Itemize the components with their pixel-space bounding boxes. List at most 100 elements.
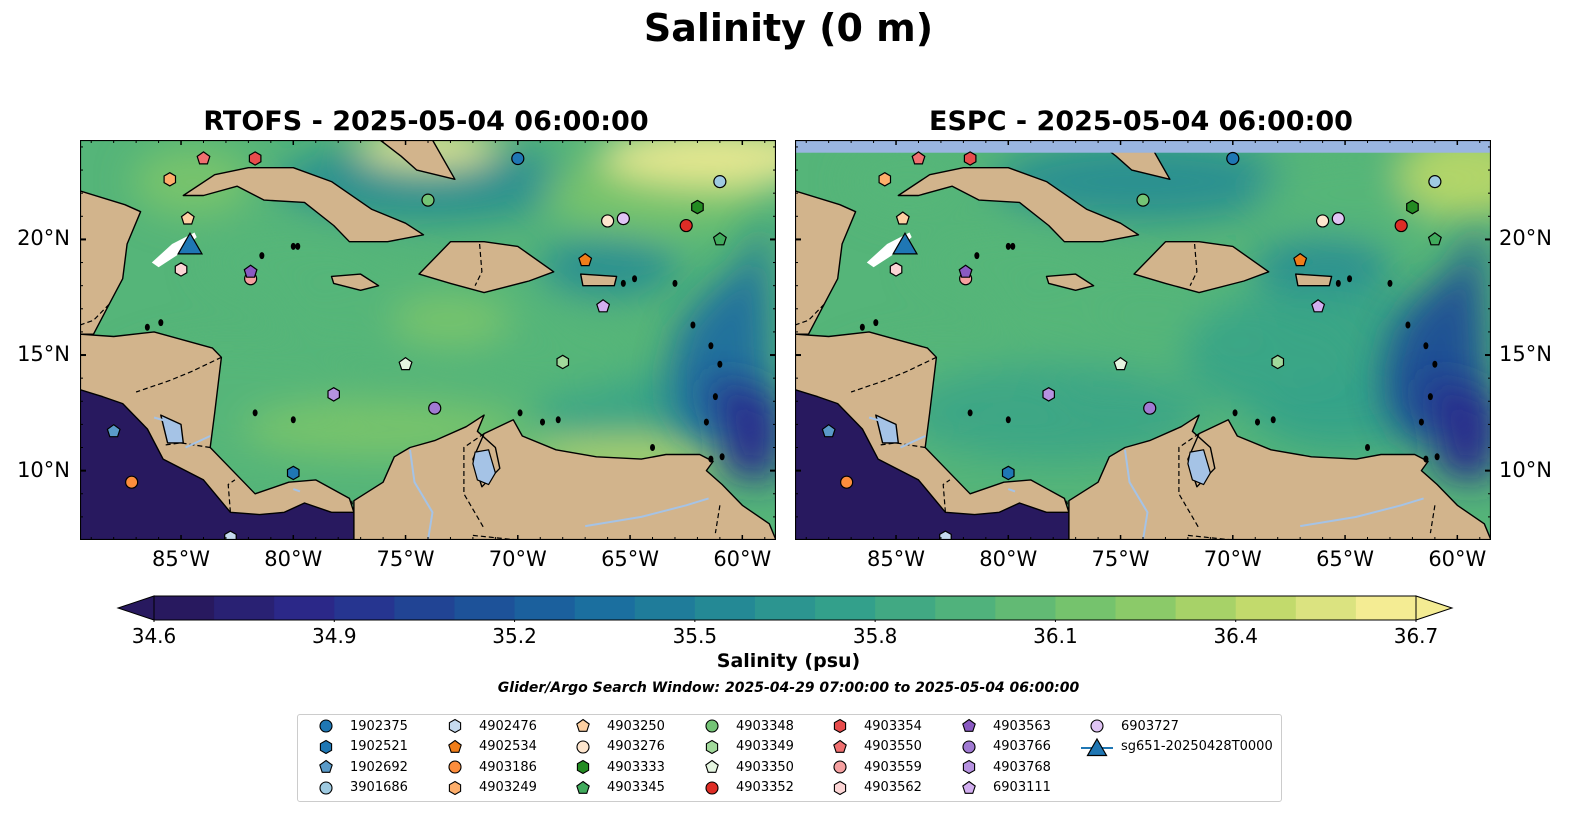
legend-label: 4903250 [607, 718, 665, 734]
legend-entry: 4903354 [820, 716, 922, 736]
lake-maracaibo [472, 449, 497, 486]
legend-entry: 4903345 [563, 778, 665, 798]
legend-entry: 4903768 [949, 757, 1051, 777]
colorbar-segment [274, 596, 335, 620]
float-marker-4903250 [895, 211, 910, 225]
hexagon-icon [448, 780, 462, 795]
lon-tick-label: 70°W [1203, 547, 1262, 571]
lat-tick-label: 20°N [1499, 226, 1552, 251]
country-border [80, 303, 110, 326]
land-mass [580, 273, 618, 287]
country-border [463, 433, 485, 529]
pentagon-icon [576, 718, 590, 732]
legend-label: 4903350 [736, 759, 794, 775]
latitude-axis-left: 20°N 15°N 10°N [0, 0, 80, 540]
small-island [1423, 342, 1429, 350]
colorbar-segment [995, 596, 1056, 620]
circle-icon [319, 719, 333, 733]
lon-tick-label: 75°W [376, 547, 435, 571]
colorbar-segment [754, 596, 816, 620]
float-marker-1902375 [1226, 151, 1240, 166]
country-border [878, 442, 926, 449]
country-border [1189, 243, 1198, 286]
colorbar-tick-label: 35.5 [672, 624, 718, 648]
legend-entry: 4903350 [692, 757, 794, 777]
colorbar-segment [1175, 596, 1237, 620]
legend-label: 4903276 [607, 739, 665, 754]
country-border [135, 356, 222, 393]
float-marker-4903249 [878, 172, 892, 187]
small-island [1387, 279, 1393, 287]
legend-entry: 3901686 [306, 778, 408, 798]
land-mass [1045, 273, 1095, 292]
legend-entry: 1902521 [306, 737, 408, 757]
small-island [158, 319, 164, 327]
circle-icon [705, 780, 719, 795]
float-marker-4903354 [248, 151, 262, 166]
float-marker-4903550 [911, 151, 926, 165]
circle-icon [1090, 719, 1104, 733]
river [292, 488, 301, 493]
colorbar-segment [875, 596, 936, 620]
colorbar-tick-label: 36.4 [1213, 624, 1258, 648]
legend-entry: 4903563 [949, 716, 1051, 736]
panel-title-rtofs: RTOFS - 2025-05-04 06:00:00 [203, 106, 649, 137]
legend-label: 4903768 [993, 759, 1051, 775]
float-marker-1902692 [821, 423, 836, 438]
country-border [714, 505, 721, 534]
river [185, 435, 211, 449]
lon-tick-label: 85°W [152, 547, 211, 571]
legend-entry: 4903562 [820, 778, 922, 798]
colorbar [116, 595, 1454, 622]
float-marker-6903727 [616, 212, 630, 226]
lon-tick-label: 65°W [601, 547, 660, 571]
country-border [351, 500, 355, 513]
float-marker-4903250 [180, 211, 195, 225]
small-island [1418, 418, 1424, 426]
small-island [259, 252, 265, 260]
colorbar-tick-label: 36.1 [1033, 624, 1078, 648]
legend-entry: 4902534 [435, 737, 537, 757]
pentagon-icon [962, 780, 976, 794]
legend-label: 4903559 [864, 759, 922, 775]
legend-entry: 4902476 [435, 716, 537, 736]
small-island [967, 409, 973, 417]
pentagon-icon [319, 759, 333, 773]
pentagon-icon [962, 718, 976, 732]
legend-entry: 4903333 [563, 757, 665, 777]
float-marker-4903350 [1113, 356, 1128, 371]
float-marker-6903111 [1311, 299, 1326, 313]
pentagon-icon [833, 739, 847, 753]
lake-maracaibo [1187, 449, 1212, 486]
land-mass [1133, 240, 1270, 294]
float-marker-4903766 [1143, 401, 1157, 415]
colorbar-segment [1355, 596, 1417, 620]
lon-tick-label: 60°W [1428, 547, 1487, 571]
lat-tick-label: 15°N [1499, 342, 1552, 367]
legend-entry: 4903352 [692, 778, 794, 798]
map-panel-rtofs [80, 140, 776, 540]
colorbar-tick-label: 36.7 [1393, 624, 1439, 648]
legend-entry: 4903186 [435, 757, 537, 777]
river [1300, 497, 1424, 528]
hexagon-icon [833, 718, 847, 734]
lon-tick-label: 70°W [488, 547, 547, 571]
no-data-strip [795, 140, 1491, 153]
float-marker-sg651-20250428T0000 [177, 231, 204, 255]
legend-label: 4903345 [607, 780, 665, 795]
country-border [942, 479, 951, 513]
country-border [163, 442, 211, 449]
small-island [144, 323, 150, 331]
float-marker-4903276 [601, 214, 615, 228]
river [409, 449, 434, 540]
small-island [719, 453, 725, 461]
legend-entry: 4903348 [692, 716, 794, 736]
legend-entry: 1902375 [306, 716, 408, 736]
lon-tick-label: 75°W [1091, 547, 1150, 571]
legend-label: 4903352 [736, 780, 794, 795]
longitude-axis-left: 85°W 80°W 75°W 70°W 65°W 60°W [0, 545, 1577, 575]
small-island [1005, 416, 1011, 424]
colorbar-segment [454, 596, 516, 620]
legend-label: 6903727 [1121, 718, 1179, 734]
colorbar-segment [1235, 596, 1297, 620]
